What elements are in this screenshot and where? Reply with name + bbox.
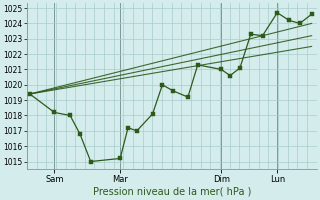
X-axis label: Pression niveau de la mer( hPa ): Pression niveau de la mer( hPa ) xyxy=(92,187,251,197)
